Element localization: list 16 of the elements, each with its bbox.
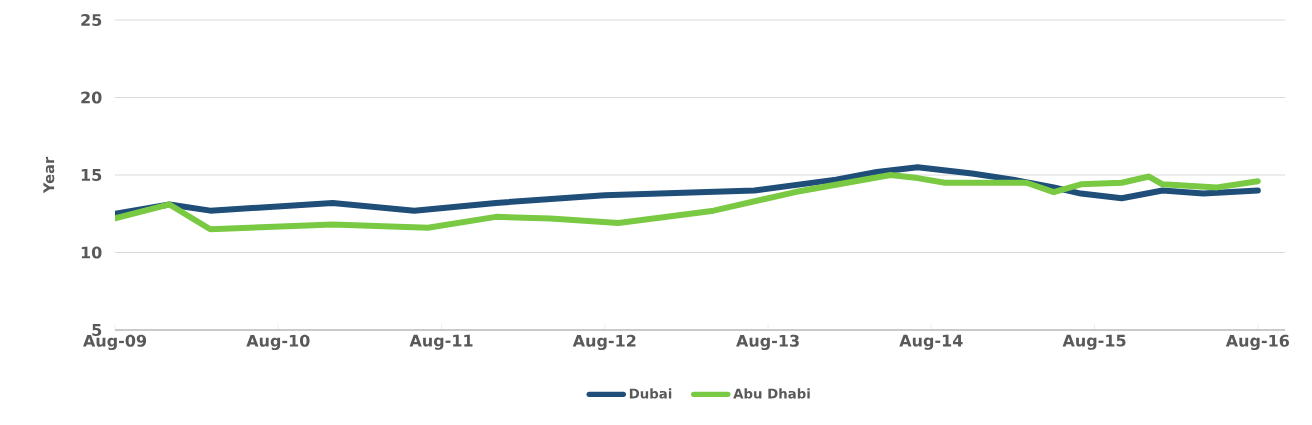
y-axis-title: Year bbox=[43, 156, 55, 194]
y-tick-label: 25 bbox=[81, 13, 102, 27]
x-tick-label: Aug-14 bbox=[899, 334, 963, 350]
x-tick-label: Aug-10 bbox=[246, 334, 310, 351]
x-tick-label: Aug-12 bbox=[572, 334, 636, 351]
y-tick-label: 5 bbox=[92, 324, 102, 336]
x-tick-label: Aug-13 bbox=[736, 334, 799, 351]
x-tick-label: Aug-15 bbox=[1062, 334, 1126, 350]
x-tick-label: Aug-11 bbox=[409, 334, 473, 350]
y-tick-label: 15 bbox=[81, 169, 102, 181]
y-tick-label: 20 bbox=[81, 91, 102, 104]
x-tick-label: Aug-09 bbox=[83, 334, 147, 351]
legend-label: Abu Dhabi bbox=[733, 388, 810, 399]
y-tick-label: 10 bbox=[81, 246, 102, 259]
x-tick-label: Aug-16 bbox=[1225, 334, 1290, 351]
legend-label: Dubai bbox=[629, 388, 672, 399]
